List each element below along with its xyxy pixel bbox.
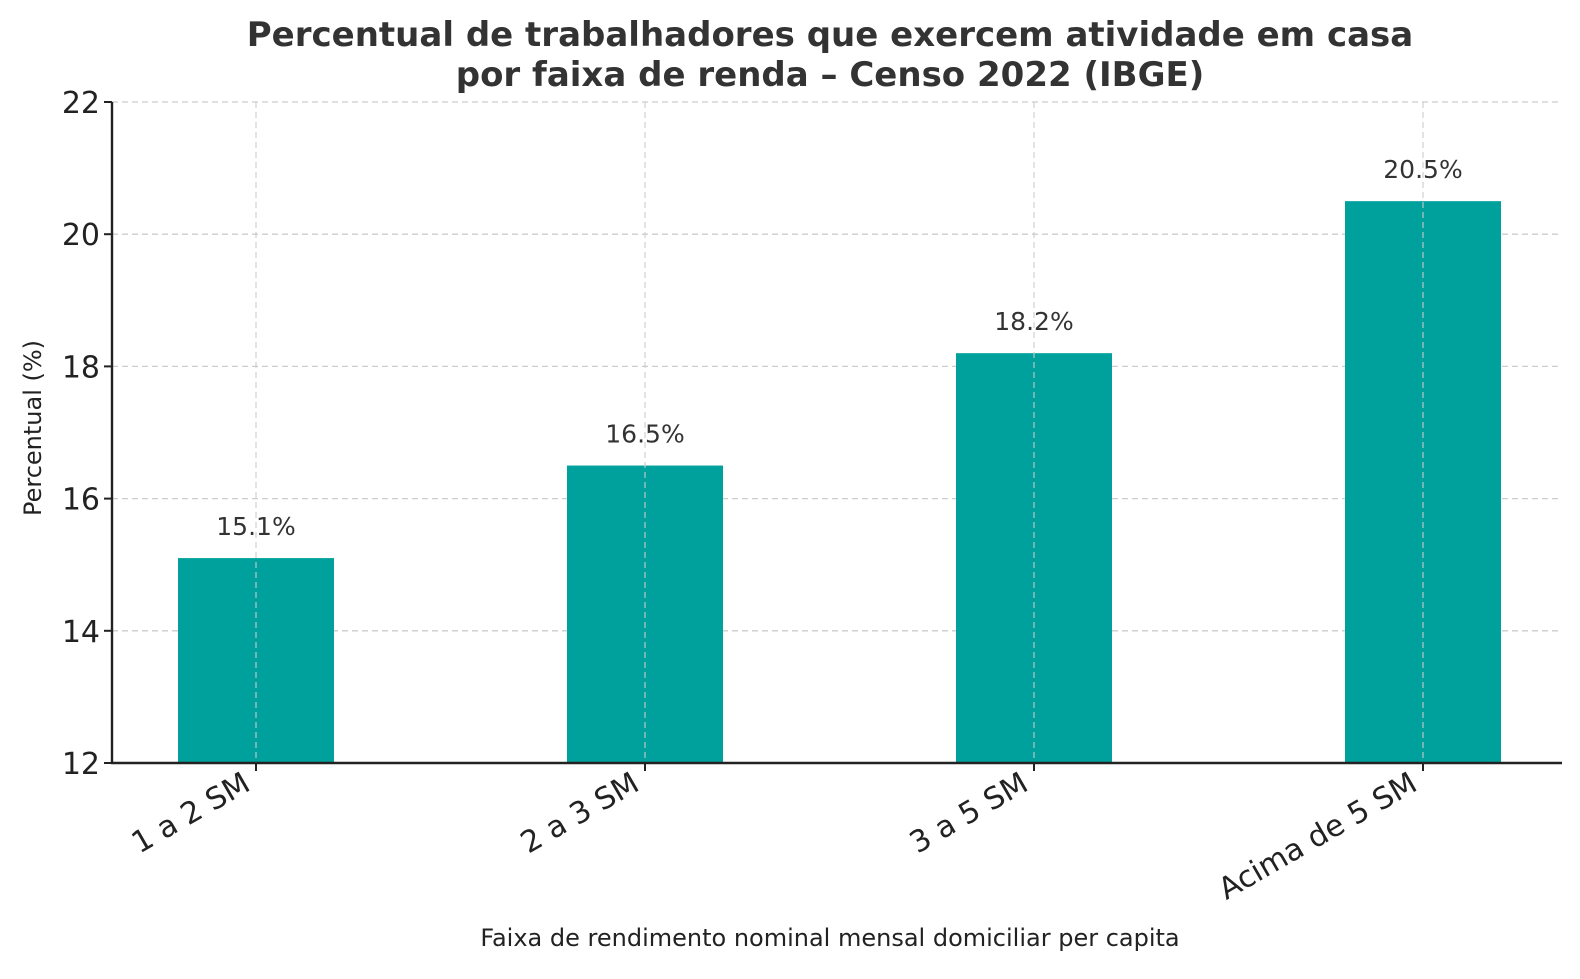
data-label-3: 18.2% xyxy=(994,307,1073,336)
chart-title: Percentual de trabalhadores que exercem … xyxy=(247,15,1413,95)
x-tick-label: 2 a 3 SM xyxy=(515,766,645,861)
bars xyxy=(178,201,1501,763)
y-tick-label: 22 xyxy=(62,86,100,121)
x-tick-label: 3 a 5 SM xyxy=(904,766,1034,861)
y-tick-label: 18 xyxy=(62,350,100,385)
y-tick-label: 16 xyxy=(62,483,100,518)
y-tick-label: 14 xyxy=(62,615,100,650)
x-ticks: 1 a 2 SM 2 a 3 SM 3 a 5 SM Acima de 5 SM xyxy=(126,763,1424,908)
data-labels: 15.1% 16.5% 18.2% 20.5% xyxy=(216,155,1462,541)
grid xyxy=(112,101,1562,632)
data-label-2: 16.5% xyxy=(605,420,684,449)
vertical-grid xyxy=(255,102,1424,763)
y-ticks: 12 14 16 18 20 22 xyxy=(62,86,112,782)
data-label-4: 20.5% xyxy=(1383,155,1462,184)
y-tick-label: 20 xyxy=(62,218,100,253)
axes xyxy=(110,102,1562,765)
x-tick-label: Acima de 5 SM xyxy=(1213,766,1423,908)
chart-title-line-2: por faixa de renda – Censo 2022 (IBGE) xyxy=(456,55,1205,95)
data-label-1: 15.1% xyxy=(216,512,295,541)
chart-title-line-1: Percentual de trabalhadores que exercem … xyxy=(247,15,1413,55)
x-axis-label: Faixa de rendimento nominal mensal domic… xyxy=(480,924,1179,952)
x-tick-label: 1 a 2 SM xyxy=(126,766,256,861)
y-axis-label: Percentual (%) xyxy=(19,340,47,516)
y-tick-label: 12 xyxy=(62,747,100,782)
